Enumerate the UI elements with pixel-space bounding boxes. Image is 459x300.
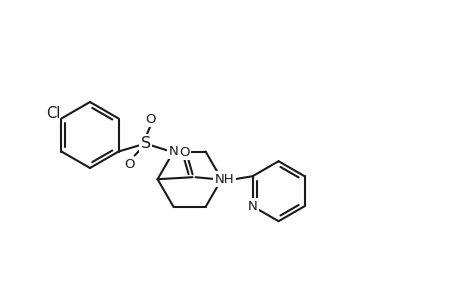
Text: NH: NH	[214, 173, 234, 186]
Text: N: N	[168, 145, 178, 158]
Text: N: N	[247, 200, 257, 213]
Text: O: O	[179, 146, 190, 159]
Text: N: N	[168, 145, 178, 158]
Text: S: S	[140, 136, 150, 151]
Text: Cl: Cl	[46, 106, 61, 121]
Text: O: O	[145, 113, 156, 126]
Text: O: O	[124, 158, 134, 171]
